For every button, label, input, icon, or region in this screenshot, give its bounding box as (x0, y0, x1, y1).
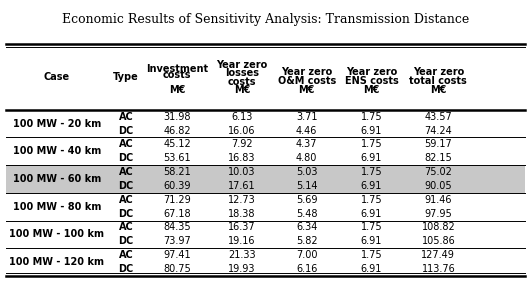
Text: 60.39: 60.39 (164, 181, 191, 191)
Text: 6.91: 6.91 (361, 264, 382, 274)
Text: 127.49: 127.49 (422, 250, 455, 260)
Text: DC: DC (118, 209, 134, 219)
Text: 6.16: 6.16 (296, 264, 318, 274)
Text: Case: Case (44, 72, 70, 82)
Text: M€: M€ (169, 85, 185, 95)
Text: 105.86: 105.86 (422, 236, 455, 246)
Text: 1.75: 1.75 (361, 195, 382, 205)
Text: 31.98: 31.98 (164, 112, 191, 122)
Text: AC: AC (119, 195, 133, 205)
Text: DC: DC (118, 126, 134, 135)
Text: 59.17: 59.17 (424, 139, 452, 149)
Text: ENS costs: ENS costs (345, 76, 398, 86)
Text: 1.75: 1.75 (361, 139, 382, 149)
Text: 6.91: 6.91 (361, 209, 382, 219)
Text: O&M costs: O&M costs (278, 76, 336, 86)
Text: 4.46: 4.46 (296, 126, 318, 135)
Text: costs: costs (228, 77, 256, 87)
Text: Year zero: Year zero (216, 60, 268, 70)
Text: 100 MW - 100 km: 100 MW - 100 km (10, 229, 105, 239)
Text: 4.80: 4.80 (296, 153, 318, 163)
Text: 82.15: 82.15 (424, 153, 452, 163)
Text: DC: DC (118, 264, 134, 274)
Text: 18.38: 18.38 (228, 209, 255, 219)
Text: 5.69: 5.69 (296, 195, 318, 205)
Text: 113.76: 113.76 (422, 264, 455, 274)
Text: 7.92: 7.92 (231, 139, 253, 149)
Text: Year zero: Year zero (346, 67, 397, 77)
Text: M€: M€ (234, 85, 250, 95)
Text: 73.97: 73.97 (163, 236, 191, 246)
Text: 75.02: 75.02 (424, 167, 452, 177)
Bar (6, 165, 525, 193)
Text: 97.41: 97.41 (164, 250, 191, 260)
Text: 71.29: 71.29 (163, 195, 191, 205)
Text: 80.75: 80.75 (163, 264, 191, 274)
Text: 100 MW - 40 km: 100 MW - 40 km (13, 146, 101, 156)
Text: 43.57: 43.57 (424, 112, 452, 122)
Text: Type: Type (113, 72, 139, 82)
Text: 74.24: 74.24 (424, 126, 452, 135)
Text: M€: M€ (363, 85, 380, 95)
Text: 19.93: 19.93 (228, 264, 255, 274)
Text: 6.34: 6.34 (296, 223, 318, 232)
Text: 100 MW - 60 km: 100 MW - 60 km (13, 174, 101, 184)
Text: 97.95: 97.95 (424, 209, 452, 219)
Text: 6.91: 6.91 (361, 236, 382, 246)
Text: 7.00: 7.00 (296, 250, 318, 260)
Text: 17.61: 17.61 (228, 181, 256, 191)
Text: 6.91: 6.91 (361, 126, 382, 135)
Text: Investment: Investment (146, 64, 208, 74)
Text: 90.05: 90.05 (424, 181, 452, 191)
Text: 6.91: 6.91 (361, 181, 382, 191)
Text: 46.82: 46.82 (164, 126, 191, 135)
Text: 58.21: 58.21 (163, 167, 191, 177)
Text: 5.14: 5.14 (296, 181, 318, 191)
Text: 108.82: 108.82 (422, 223, 455, 232)
Text: 100 MW - 120 km: 100 MW - 120 km (10, 257, 105, 267)
Text: AC: AC (119, 139, 133, 149)
Text: 1.75: 1.75 (361, 167, 382, 177)
Text: 6.91: 6.91 (361, 153, 382, 163)
Text: Year zero: Year zero (413, 67, 464, 77)
Text: 16.83: 16.83 (228, 153, 255, 163)
Text: 1.75: 1.75 (361, 112, 382, 122)
Text: Year zero: Year zero (281, 67, 332, 77)
Text: M€: M€ (430, 85, 447, 95)
Text: 67.18: 67.18 (164, 209, 191, 219)
Text: AC: AC (119, 223, 133, 232)
Text: Economic Results of Sensitivity Analysis: Transmission Distance: Economic Results of Sensitivity Analysis… (62, 13, 469, 26)
Text: 19.16: 19.16 (228, 236, 255, 246)
Text: 10.03: 10.03 (228, 167, 255, 177)
Text: 21.33: 21.33 (228, 250, 256, 260)
Text: 4.37: 4.37 (296, 139, 318, 149)
Text: AC: AC (119, 250, 133, 260)
Text: 53.61: 53.61 (164, 153, 191, 163)
Text: costs: costs (163, 70, 191, 80)
Text: 5.48: 5.48 (296, 209, 318, 219)
Text: 16.37: 16.37 (228, 223, 256, 232)
Text: 16.06: 16.06 (228, 126, 255, 135)
Text: AC: AC (119, 167, 133, 177)
Text: 3.71: 3.71 (296, 112, 318, 122)
Text: 1.75: 1.75 (361, 223, 382, 232)
Text: AC: AC (119, 112, 133, 122)
Text: DC: DC (118, 181, 134, 191)
Text: DC: DC (118, 153, 134, 163)
Text: 100 MW - 80 km: 100 MW - 80 km (13, 202, 101, 212)
Text: 6.13: 6.13 (231, 112, 253, 122)
Text: 91.46: 91.46 (425, 195, 452, 205)
Text: 5.03: 5.03 (296, 167, 318, 177)
Text: 45.12: 45.12 (163, 139, 191, 149)
Text: total costs: total costs (409, 76, 467, 86)
Text: losses: losses (225, 68, 259, 78)
Text: M€: M€ (298, 85, 315, 95)
Text: DC: DC (118, 236, 134, 246)
Text: 12.73: 12.73 (228, 195, 256, 205)
Text: 84.35: 84.35 (164, 223, 191, 232)
Text: 1.75: 1.75 (361, 250, 382, 260)
Text: 5.82: 5.82 (296, 236, 318, 246)
Text: 100 MW - 20 km: 100 MW - 20 km (13, 119, 101, 129)
